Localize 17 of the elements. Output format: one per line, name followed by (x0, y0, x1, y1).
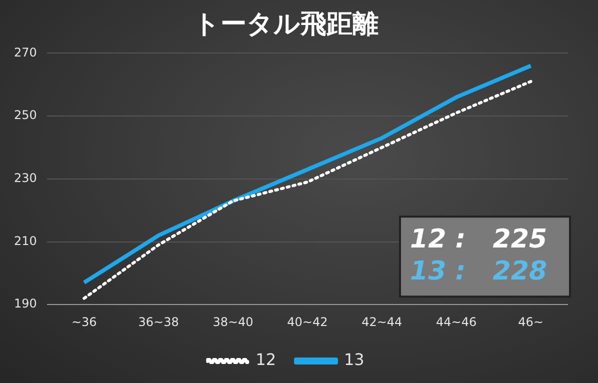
annotation: 13 : 228 (410, 256, 548, 286)
y-tick-label: 230 (14, 171, 37, 186)
x-tick-label: 46~ (518, 314, 544, 329)
x-tick-label: ~36 (71, 314, 97, 329)
annotation: 12 : 225 (410, 224, 548, 254)
legend-label: 13 (344, 350, 364, 370)
x-tick-label: 42~44 (362, 314, 402, 329)
y-tick-label: 250 (14, 108, 37, 122)
x-tick-label: 44~46 (436, 314, 477, 329)
x-tick-label: 38~40 (212, 314, 254, 329)
y-tick-label: 270 (14, 45, 37, 60)
legend-label: 12 (256, 350, 276, 370)
x-tick-label: 36~38 (138, 314, 179, 329)
y-tick-label: 210 (14, 234, 37, 248)
chart-title: トータル飛距離 (194, 9, 378, 40)
x-tick-label: 40~42 (287, 314, 328, 329)
y-tick-label: 190 (14, 296, 37, 311)
